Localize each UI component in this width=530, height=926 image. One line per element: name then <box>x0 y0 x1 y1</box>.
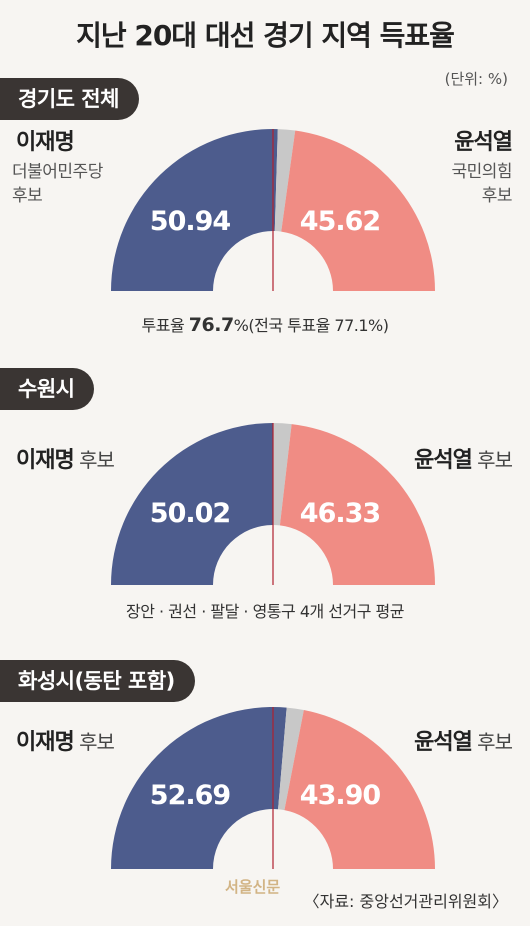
yoon-party: 국민의힘 후보 <box>451 162 512 206</box>
yoon-name: 윤석열 후보 <box>414 730 513 755</box>
lee-segment <box>111 129 278 291</box>
section-tag: 수원시 <box>0 368 95 410</box>
lee-segment <box>111 423 274 585</box>
yoon-value-label: 43.90 <box>299 780 381 811</box>
lee-name: 이재명 <box>16 130 75 155</box>
donut-chart-gyeonggi <box>111 129 435 291</box>
lee-segment <box>111 707 287 869</box>
section-hwaseong: 화성시(동탄 포함) 이재명 후보 윤석열 후보 52.69 43.90 <box>0 660 530 870</box>
yoon-name: 윤석열 후보 <box>414 448 513 473</box>
donut-chart-hwaseong <box>111 707 435 869</box>
lee-name: 이재명 후보 <box>16 730 115 755</box>
lee-value-label: 50.94 <box>149 206 231 237</box>
section-tag: 경기도 전체 <box>0 78 139 120</box>
page-title: 지난 20대 대선 경기 지역 득표율 <box>76 19 455 52</box>
turnout-note: 투표율 76.7%(전국 투표율 77.1%) <box>141 314 389 336</box>
yoon-segment <box>284 709 435 869</box>
donut-chart-suwon <box>111 423 435 585</box>
unit-label: (단위: %) <box>444 70 508 88</box>
yoon-segment <box>281 130 435 291</box>
yoon-value-label: 45.62 <box>299 206 381 237</box>
other-segment <box>273 423 292 526</box>
section-tag: 화성시(동탄 포함) <box>0 660 195 702</box>
lee-party: 더불어민주당 후보 <box>12 162 103 206</box>
other-segment <box>274 129 296 232</box>
lee-value-label: 52.69 <box>149 780 231 811</box>
lee-name: 이재명 후보 <box>16 448 115 473</box>
yoon-name: 윤석열 <box>454 130 513 155</box>
section-gyeonggi: 경기도 전체 이재명 더불어민주당 후보 윤석열 국민의힘 후보 50.94 4… <box>0 78 530 350</box>
district-note: 장안 · 권선 · 팔달 · 영통구 4개 선거구 평균 <box>125 602 405 621</box>
other-segment <box>278 707 304 811</box>
section-suwon: 수원시 이재명 후보 윤석열 후보 50.02 46.33 장안 · 권선 · … <box>0 368 530 636</box>
yoon-segment <box>279 424 435 585</box>
lee-value-label: 50.02 <box>149 498 231 529</box>
watermark-logo: 서울신문 <box>225 878 281 896</box>
source-note: 〈자료: 중앙선거관리위원회〉 <box>303 892 508 911</box>
yoon-value-label: 46.33 <box>299 498 381 529</box>
